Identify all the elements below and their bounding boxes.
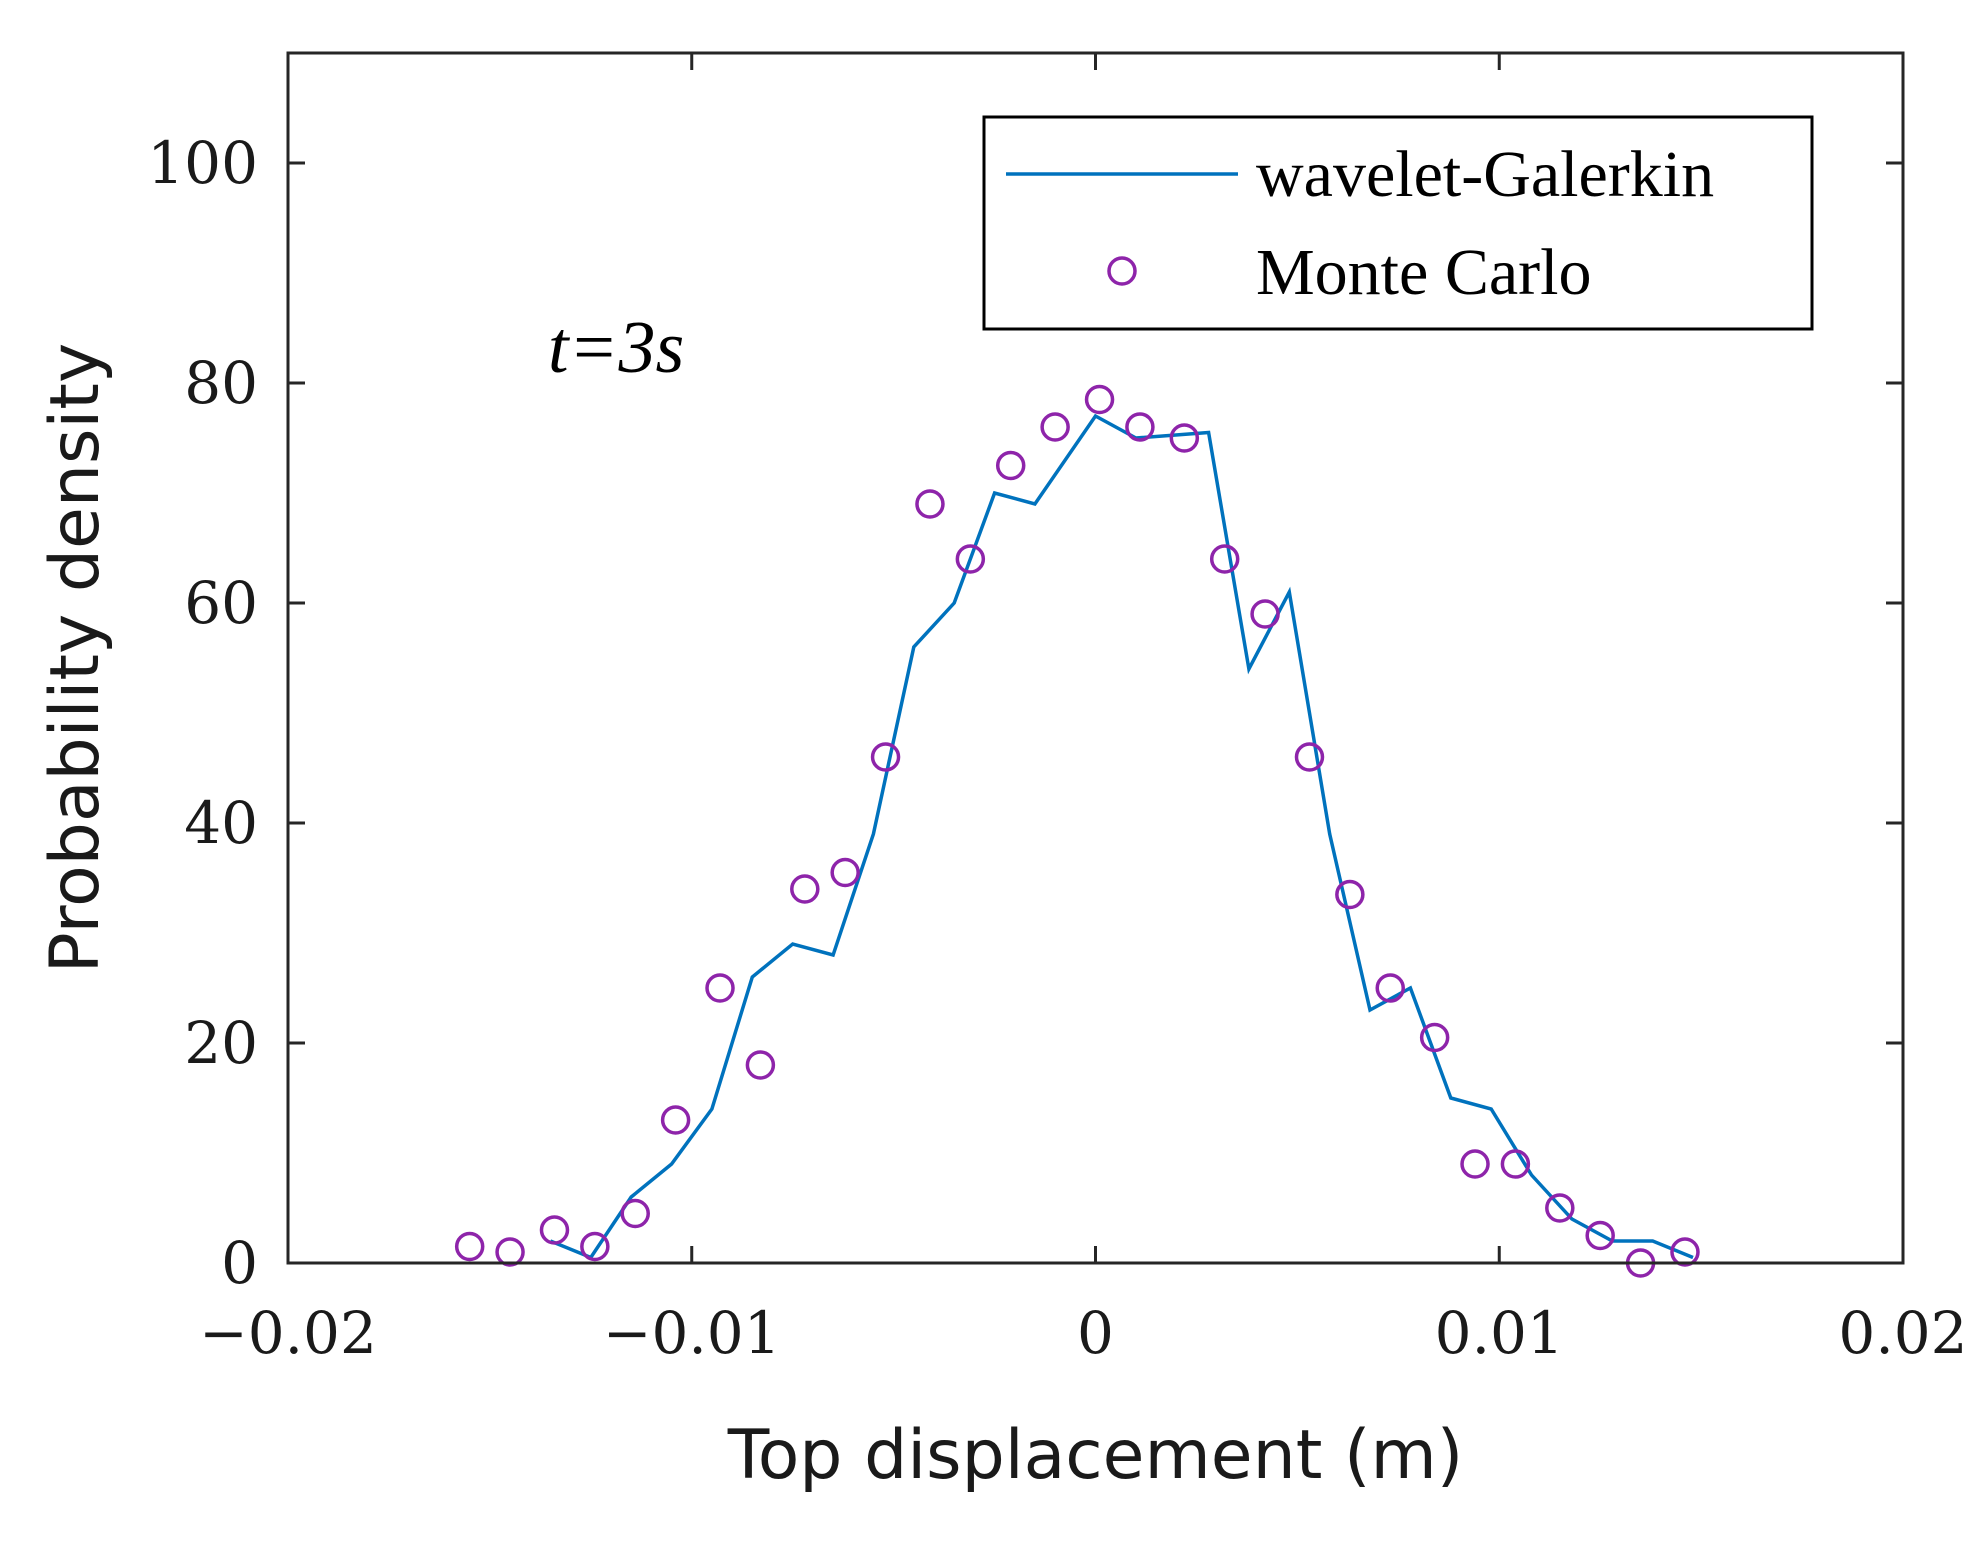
legend-label-monte-carlo: Monte Carlo: [1256, 236, 1591, 309]
legend-marker-swatch: [1107, 256, 1137, 286]
data-point-monte-carlo: [1209, 544, 1240, 574]
x-axis-label: Top displacement (m): [727, 1416, 1464, 1495]
x-tick-label: −0.01: [603, 1299, 781, 1367]
y-tick-label: 80: [184, 349, 258, 417]
data-point-monte-carlo: [790, 874, 820, 904]
data-point-monte-carlo: [1585, 1220, 1615, 1251]
data-point-monte-carlo: [1545, 1193, 1575, 1223]
data-point-monte-carlo: [1419, 1022, 1450, 1053]
data-point-monte-carlo: [1040, 412, 1070, 442]
data-point-monte-carlo: [1125, 412, 1155, 442]
x-tick-label: 0.02: [1838, 1299, 1967, 1367]
x-tick-label: 0: [1077, 1299, 1114, 1367]
data-point-monte-carlo: [1250, 599, 1280, 629]
legend-label-wavelet-galerkin: wavelet-Galerkin: [1256, 138, 1714, 211]
data-point-monte-carlo: [705, 973, 735, 1003]
data-point-monte-carlo: [454, 1231, 485, 1262]
data-point-monte-carlo: [995, 450, 1026, 481]
data-point-monte-carlo: [1169, 423, 1200, 453]
data-point-monte-carlo: [495, 1237, 525, 1267]
data-point-monte-carlo: [1670, 1237, 1700, 1267]
series-line-wavelet-galerkin: [549, 413, 1694, 1260]
data-point-monte-carlo: [1335, 879, 1365, 910]
data-point-monte-carlo: [955, 544, 986, 574]
data-point-monte-carlo: [539, 1215, 570, 1245]
time-annotation: t=3s: [548, 307, 684, 389]
plot-frame: [286, 51, 1905, 1265]
series-layer: [454, 384, 1700, 1278]
data-point-monte-carlo: [1294, 742, 1325, 772]
data-point-monte-carlo: [870, 742, 901, 772]
data-point-monte-carlo: [1375, 973, 1405, 1003]
data-point-monte-carlo: [620, 1198, 650, 1229]
data-point-monte-carlo: [915, 489, 945, 519]
data-point-monte-carlo: [580, 1231, 610, 1262]
legend: wavelet-Galerkin Monte Carlo: [982, 115, 1814, 331]
y-tick-label: 60: [184, 569, 258, 637]
data-point-monte-carlo: [660, 1105, 691, 1135]
tick-labels: −0.02 −0.01 0 0.01 0.02 0 20 40 60 80 100: [147, 129, 1967, 1367]
x-tick-label: 0.01: [1435, 1299, 1564, 1367]
y-tick-label: 0: [221, 1229, 258, 1297]
data-point-monte-carlo: [830, 857, 860, 888]
data-point-monte-carlo: [1500, 1149, 1531, 1179]
y-tick-label: 100: [147, 129, 258, 197]
y-axis-label: Probability density: [36, 343, 115, 973]
data-point-monte-carlo: [1084, 384, 1115, 415]
legend-box: [982, 115, 1814, 331]
data-point-monte-carlo: [1460, 1149, 1490, 1179]
x-tick-label: −0.02: [199, 1299, 377, 1367]
y-tick-label: 20: [184, 1009, 258, 1077]
data-point-monte-carlo: [745, 1050, 776, 1080]
y-tick-label: 40: [184, 789, 258, 857]
